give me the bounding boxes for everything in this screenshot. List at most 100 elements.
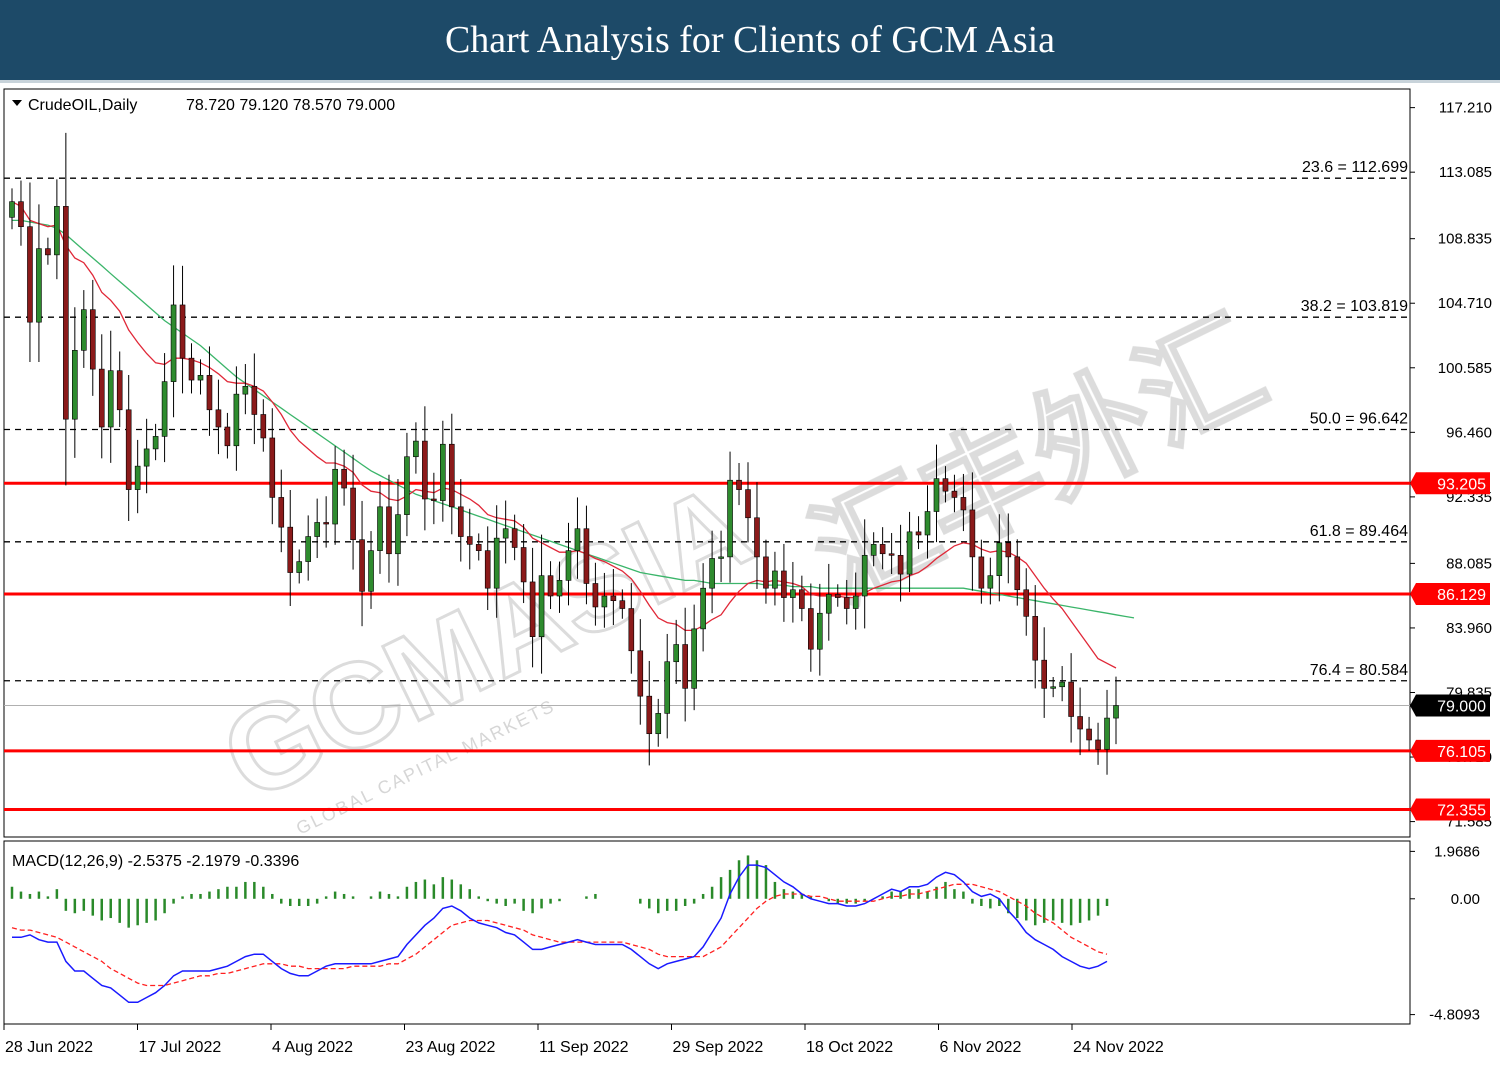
candle[interactable]: [89, 279, 96, 396]
candle[interactable]: [125, 374, 132, 521]
candle[interactable]: [682, 607, 688, 722]
candle[interactable]: [942, 466, 949, 503]
candle[interactable]: [1041, 627, 1047, 718]
candle[interactable]: [493, 505, 500, 618]
candle[interactable]: [341, 449, 347, 506]
candle[interactable]: [457, 479, 464, 562]
candle[interactable]: [736, 463, 742, 506]
candle[interactable]: [1104, 689, 1110, 775]
candle[interactable]: [368, 531, 374, 609]
candle[interactable]: [475, 533, 482, 561]
candle[interactable]: [377, 480, 383, 574]
candle[interactable]: [296, 549, 303, 584]
candle[interactable]: [395, 479, 401, 586]
candle[interactable]: [655, 698, 662, 747]
candle[interactable]: [278, 469, 285, 553]
candle[interactable]: [63, 132, 69, 486]
candle[interactable]: [1032, 585, 1039, 689]
candle[interactable]: [152, 423, 159, 461]
candle[interactable]: [718, 530, 724, 583]
candle[interactable]: [808, 583, 814, 672]
candle[interactable]: [107, 330, 114, 463]
candle[interactable]: [754, 482, 760, 589]
candle[interactable]: [673, 619, 679, 684]
candle[interactable]: [98, 334, 105, 459]
candle[interactable]: [1050, 676, 1056, 698]
candle[interactable]: [790, 561, 796, 623]
candle[interactable]: [996, 514, 1003, 602]
candle[interactable]: [700, 563, 706, 652]
candle[interactable]: [386, 474, 392, 583]
candle[interactable]: [215, 379, 222, 455]
candle[interactable]: [116, 351, 123, 428]
candle[interactable]: [843, 579, 850, 625]
candle[interactable]: [350, 454, 356, 570]
candle[interactable]: [27, 182, 33, 362]
candle[interactable]: [565, 522, 572, 606]
candle[interactable]: [888, 533, 895, 574]
candle[interactable]: [583, 505, 590, 605]
candle[interactable]: [601, 572, 608, 628]
candle[interactable]: [188, 343, 195, 394]
candle[interactable]: [314, 498, 320, 559]
candle[interactable]: [36, 204, 42, 362]
candle[interactable]: [619, 589, 626, 619]
candle[interactable]: [574, 497, 581, 579]
candle[interactable]: [547, 561, 554, 610]
candle[interactable]: [323, 496, 329, 548]
candle[interactable]: [924, 485, 931, 559]
candle[interactable]: [799, 575, 805, 622]
candle[interactable]: [45, 237, 51, 265]
candle[interactable]: [825, 563, 832, 641]
candle[interactable]: [332, 446, 338, 545]
candle[interactable]: [520, 524, 527, 604]
candle[interactable]: [260, 399, 267, 452]
candle[interactable]: [54, 179, 60, 280]
candle[interactable]: [1077, 687, 1083, 756]
candle[interactable]: [1095, 722, 1101, 765]
candle[interactable]: [745, 462, 751, 543]
candle[interactable]: [529, 547, 536, 668]
candle[interactable]: [709, 530, 715, 614]
candle[interactable]: [772, 551, 778, 606]
candle[interactable]: [170, 265, 177, 418]
candle[interactable]: [870, 532, 877, 567]
candle[interactable]: [233, 366, 240, 471]
candle[interactable]: [691, 604, 697, 711]
dropdown-triangle-icon[interactable]: [12, 100, 22, 106]
candle[interactable]: [134, 439, 141, 514]
candle[interactable]: [72, 307, 78, 458]
chart-area[interactable]: GCMASIA 汇丰外汇 GLOBAL CAPITAL MARKETS 23.6…: [0, 83, 1500, 1071]
candle[interactable]: [879, 527, 886, 570]
candle[interactable]: [978, 539, 985, 604]
candle[interactable]: [960, 473, 967, 532]
candle[interactable]: [224, 412, 231, 459]
candle[interactable]: [556, 561, 563, 613]
candle[interactable]: [592, 562, 599, 626]
candle[interactable]: [359, 500, 365, 627]
candle[interactable]: [817, 583, 823, 676]
candle[interactable]: [861, 519, 868, 629]
candle[interactable]: [449, 413, 455, 535]
candle[interactable]: [646, 660, 653, 766]
candle[interactable]: [610, 569, 617, 626]
candle[interactable]: [834, 584, 841, 607]
candle[interactable]: [538, 534, 545, 674]
candle[interactable]: [484, 526, 491, 611]
candle[interactable]: [781, 543, 787, 622]
candle[interactable]: [1023, 568, 1030, 636]
candle[interactable]: [143, 418, 150, 494]
candle[interactable]: [305, 515, 311, 581]
candle[interactable]: [422, 406, 428, 531]
candle[interactable]: [664, 633, 671, 739]
candle[interactable]: [897, 524, 904, 602]
candle[interactable]: [287, 489, 294, 606]
macd-panel[interactable]: [3, 840, 1411, 1025]
candle[interactable]: [915, 516, 922, 550]
candle[interactable]: [1068, 653, 1074, 743]
candle[interactable]: [763, 539, 769, 604]
candle[interactable]: [242, 364, 249, 415]
candle[interactable]: [1086, 716, 1092, 751]
candle[interactable]: [269, 408, 276, 525]
candle[interactable]: [404, 432, 410, 537]
